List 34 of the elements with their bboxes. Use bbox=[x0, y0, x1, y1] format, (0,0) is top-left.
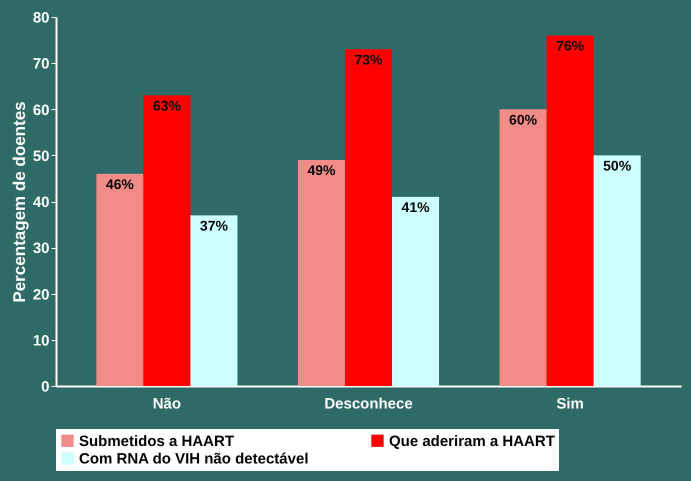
y-tick-label: 50 bbox=[32, 148, 50, 165]
x-tick-label: Não bbox=[152, 396, 182, 412]
data-label: 37% bbox=[200, 217, 228, 234]
bar bbox=[344, 49, 392, 386]
y-axis-title: Percentagem de doentes bbox=[10, 101, 29, 303]
data-label: 49% bbox=[307, 162, 336, 178]
data-label: 73% bbox=[354, 51, 384, 68]
x-tick-label: Sim bbox=[556, 396, 584, 412]
y-tick-label: 60 bbox=[32, 102, 50, 119]
y-tick-label: 70 bbox=[32, 56, 50, 73]
data-label: 46% bbox=[106, 176, 134, 192]
data-label: 60% bbox=[509, 111, 538, 128]
y-tick-label: 10 bbox=[32, 332, 50, 350]
y-tick-label: 30 bbox=[32, 240, 50, 258]
bar bbox=[190, 215, 238, 386]
bar bbox=[546, 35, 594, 386]
bar bbox=[96, 174, 144, 386]
y-tick-label: 20 bbox=[32, 286, 50, 304]
bar bbox=[594, 155, 641, 386]
data-label: 50% bbox=[603, 157, 632, 174]
bar bbox=[143, 95, 190, 386]
bar bbox=[298, 160, 345, 386]
y-tick-label: 0 bbox=[41, 378, 50, 396]
bar bbox=[392, 196, 440, 386]
legend-label: Que aderiram a HAART bbox=[389, 432, 555, 450]
bar bbox=[500, 109, 547, 386]
y-tick-label: 40 bbox=[32, 194, 50, 211]
legend-label: Submetidos a HAART bbox=[79, 432, 234, 450]
y-tick-label: 80 bbox=[32, 10, 50, 26]
data-label: 41% bbox=[402, 198, 430, 215]
data-label: 76% bbox=[556, 37, 585, 54]
legend-label: Com RNA do VIH não detectável bbox=[79, 450, 308, 468]
data-label: 63% bbox=[152, 97, 182, 114]
x-tick-label: Desconhece bbox=[324, 396, 413, 412]
